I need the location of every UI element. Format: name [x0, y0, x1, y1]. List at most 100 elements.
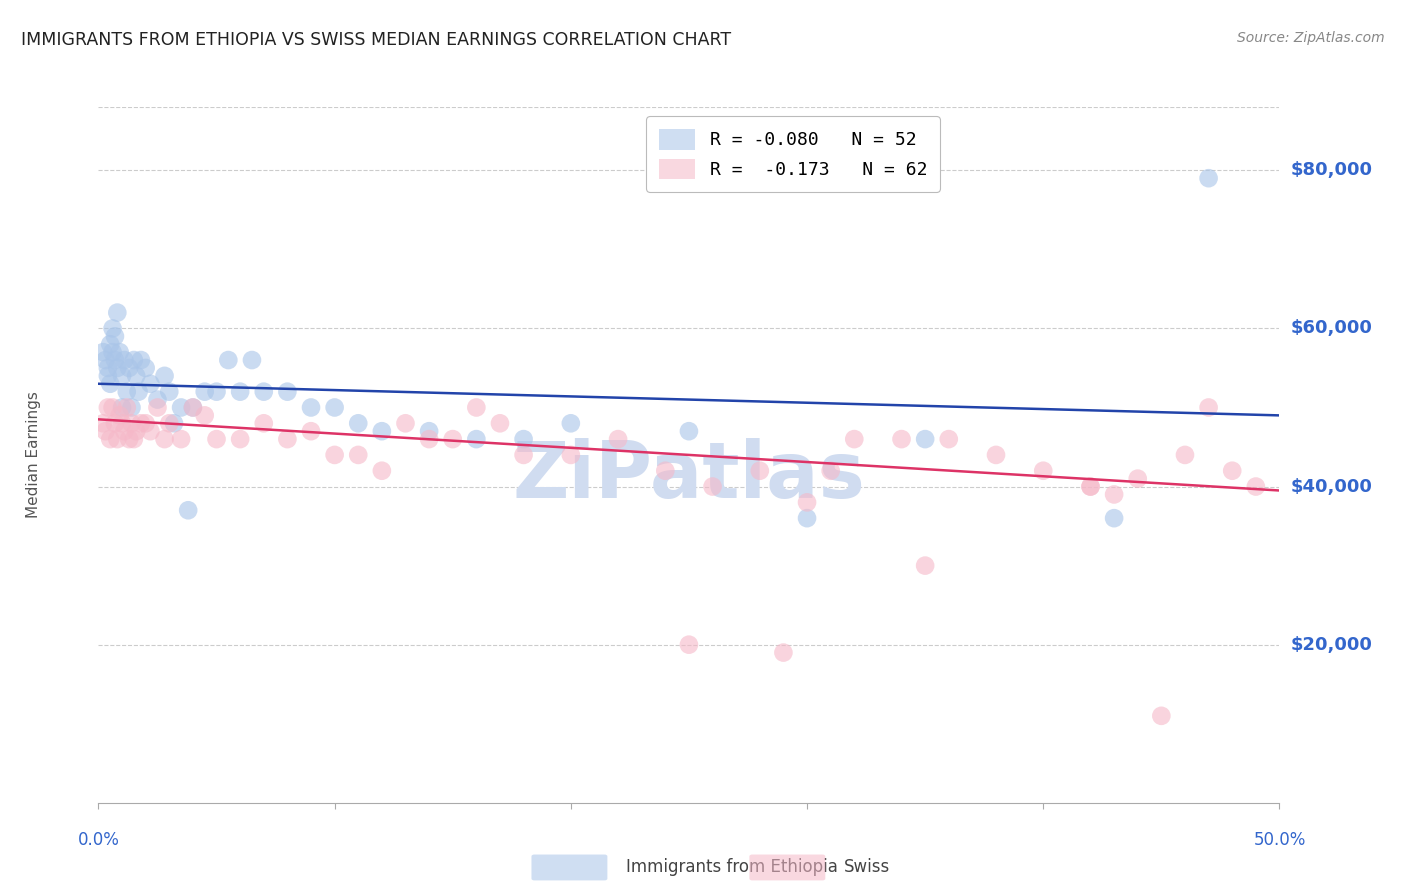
Text: Swiss: Swiss: [844, 858, 890, 876]
Point: [97, 401, 120, 415]
Point: [94, 353, 117, 368]
Point: [1080, 479, 1102, 493]
Point: [1174, 448, 1197, 462]
Point: [170, 401, 193, 415]
Point: [299, 401, 322, 415]
Point: [1198, 401, 1220, 415]
Point: [371, 424, 394, 438]
Point: [139, 424, 162, 438]
Point: [1102, 487, 1125, 501]
Point: [104, 329, 127, 343]
Point: [702, 479, 724, 493]
Point: [94, 424, 117, 438]
Legend: R = -0.080   N = 52, R =  -0.173   N = 62: R = -0.080 N = 52, R = -0.173 N = 62: [647, 116, 939, 192]
Point: [181, 401, 204, 415]
Point: [105, 432, 128, 446]
Point: [108, 409, 131, 423]
Point: [229, 384, 252, 399]
Point: [105, 361, 128, 376]
Point: [163, 417, 186, 431]
Point: [121, 417, 143, 431]
Point: [98, 337, 121, 351]
Text: Source: ZipAtlas.com: Source: ZipAtlas.com: [1237, 31, 1385, 45]
Point: [157, 417, 180, 431]
Point: [121, 401, 143, 415]
Point: [177, 503, 200, 517]
Point: [914, 558, 936, 573]
Point: [299, 424, 322, 438]
Point: [118, 432, 141, 446]
Point: [253, 384, 276, 399]
Point: [205, 384, 228, 399]
Text: 0.0%: 0.0%: [77, 830, 120, 848]
Point: [678, 424, 700, 438]
Point: [153, 368, 176, 383]
Point: [153, 432, 176, 446]
Point: [112, 353, 135, 368]
Point: [91, 345, 114, 359]
Point: [465, 432, 488, 446]
Point: [347, 448, 370, 462]
Point: [125, 424, 148, 438]
Point: [796, 495, 818, 509]
Text: ZiPatlas: ZiPatlas: [513, 438, 865, 514]
Point: [98, 376, 121, 391]
Point: [229, 432, 252, 446]
Point: [104, 417, 127, 431]
Point: [146, 392, 169, 407]
Point: [115, 401, 138, 415]
Point: [276, 384, 298, 399]
Point: [560, 417, 582, 431]
Point: [418, 432, 440, 446]
Point: [129, 353, 152, 368]
Point: [938, 432, 960, 446]
Point: [465, 401, 488, 415]
Point: [146, 401, 169, 415]
Point: [796, 511, 818, 525]
Point: [125, 368, 148, 383]
Point: [122, 353, 145, 368]
Point: [194, 409, 217, 423]
Point: [122, 432, 145, 446]
Point: [1198, 171, 1220, 186]
Point: [240, 353, 263, 368]
Point: [489, 417, 512, 431]
Point: [1220, 464, 1243, 478]
Point: [111, 368, 134, 383]
Point: [105, 305, 128, 319]
Point: [914, 432, 936, 446]
Point: [253, 417, 276, 431]
Text: $40,000: $40,000: [1291, 477, 1372, 496]
Point: [101, 345, 124, 359]
Point: [111, 401, 134, 415]
Point: [844, 432, 866, 446]
Point: [276, 432, 298, 446]
Point: [97, 361, 120, 376]
Point: [371, 464, 394, 478]
Point: [678, 638, 700, 652]
Point: [1150, 708, 1173, 723]
Point: [394, 417, 416, 431]
Point: [128, 384, 150, 399]
Point: [115, 384, 138, 399]
Point: [512, 448, 534, 462]
Point: [1032, 464, 1054, 478]
Point: [139, 376, 162, 391]
Point: [101, 401, 124, 415]
Text: 50.0%: 50.0%: [1253, 830, 1306, 848]
Point: [135, 361, 157, 376]
Text: IMMIGRANTS FROM ETHIOPIA VS SWISS MEDIAN EARNINGS CORRELATION CHART: IMMIGRANTS FROM ETHIOPIA VS SWISS MEDIAN…: [21, 31, 731, 49]
Point: [157, 384, 180, 399]
Point: [108, 345, 131, 359]
Point: [418, 424, 440, 438]
Point: [129, 417, 152, 431]
Point: [1102, 511, 1125, 525]
Point: [112, 424, 135, 438]
Text: $60,000: $60,000: [1291, 319, 1372, 337]
Point: [512, 432, 534, 446]
Point: [135, 417, 157, 431]
Point: [323, 448, 346, 462]
Point: [560, 448, 582, 462]
Point: [607, 432, 630, 446]
Text: Immigrants from Ethiopia: Immigrants from Ethiopia: [626, 858, 838, 876]
